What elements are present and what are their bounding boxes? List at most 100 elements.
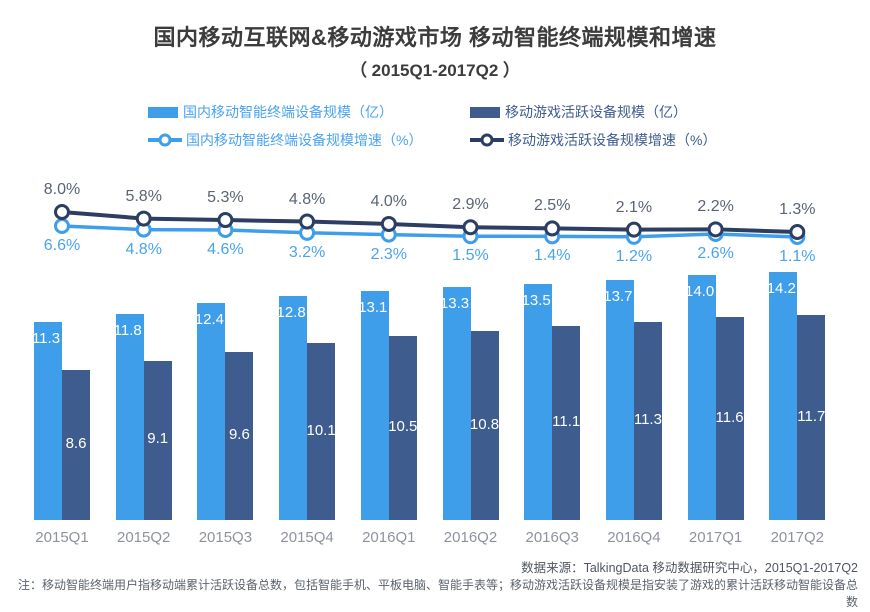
chart-title: 国内移动互联网&移动游戏市场 移动智能终端规模和增速 xyxy=(153,25,717,50)
x-axis-label-2017Q2: 2017Q2 xyxy=(770,529,824,546)
bar-value-terminal-2015Q3: 12.4 xyxy=(194,311,224,328)
pct-terminal-growth-2016Q3: 1.4% xyxy=(533,247,571,265)
bar-terminal-2016Q2 xyxy=(442,287,471,520)
marker-game-growth-icon xyxy=(544,220,561,237)
bar-game-2016Q1 xyxy=(388,336,417,520)
marker-game-growth-icon xyxy=(625,221,642,238)
bar-value-game-2016Q2: 10.8 xyxy=(469,415,500,433)
bar-value-game-2017Q2: 11.7 xyxy=(797,407,826,425)
bar-value-terminal-2015Q1: 11.3 xyxy=(31,330,61,348)
x-axis-label-2015Q4: 2015Q4 xyxy=(280,529,334,546)
bar-terminal-2017Q1 xyxy=(687,275,716,520)
pct-terminal-growth-2015Q2: 4.8% xyxy=(125,240,162,258)
bar-game-2015Q1 xyxy=(62,369,90,520)
bar-value-terminal-2015Q4: 12.8 xyxy=(276,304,306,321)
bar-terminal-2015Q3 xyxy=(197,303,226,520)
x-axis-label-2016Q3: 2016Q3 xyxy=(525,529,579,546)
marker-game-growth-icon xyxy=(462,219,479,236)
bar-game-2015Q2 xyxy=(143,360,172,520)
pct-game-growth-2016Q2: 2.9% xyxy=(452,196,489,214)
marker-game-growth-icon xyxy=(380,215,397,232)
marker-game-growth-icon xyxy=(299,213,316,230)
bar-value-terminal-2016Q4: 13.7 xyxy=(603,288,633,306)
bar-value-game-2015Q2: 9.1 xyxy=(147,430,169,448)
bar-value-terminal-2016Q3: 13.5 xyxy=(521,291,551,309)
x-axis-label-2015Q2: 2015Q2 xyxy=(116,529,171,546)
pct-terminal-growth-2015Q4: 3.2% xyxy=(288,243,326,261)
pct-terminal-growth-2016Q4: 1.2% xyxy=(615,247,653,265)
marker-game-growth-icon xyxy=(789,223,806,240)
bar-game-2016Q2 xyxy=(470,331,499,520)
marker-terminal-growth-icon xyxy=(54,218,70,234)
chart-subtitle: （ 2015Q1-2017Q2 ） xyxy=(349,61,521,80)
bar-game-2015Q3 xyxy=(225,352,254,520)
x-axis-label-2016Q2: 2016Q2 xyxy=(443,529,498,546)
bar-value-game-2015Q1: 8.6 xyxy=(65,434,87,452)
bar-value-game-2016Q4: 11.3 xyxy=(633,411,662,429)
bar-value-game-2017Q1: 11.6 xyxy=(715,408,744,426)
pct-game-growth-2016Q1: 4.0% xyxy=(370,192,408,210)
bar-game-2017Q1 xyxy=(715,317,744,520)
x-axis-label-2015Q1: 2015Q1 xyxy=(35,529,89,546)
pct-game-growth-2017Q1: 2.2% xyxy=(697,198,734,216)
marker-game-growth-icon xyxy=(707,221,724,238)
bar-game-2017Q2 xyxy=(797,315,826,520)
pct-terminal-growth-2016Q1: 2.3% xyxy=(370,245,408,263)
footnote-text: 注：移动智能终端用户指移动端累计活跃设备总数，包括智能手机、平板电脑、智能手表等… xyxy=(17,578,858,610)
bar-terminal-2015Q4 xyxy=(279,296,308,520)
legend-item-game-line: 移动游戏活跃设备规模增速（%） xyxy=(470,131,716,149)
bar-value-terminal-2016Q1: 13.1 xyxy=(358,298,388,316)
x-axis-label-2016Q4: 2016Q4 xyxy=(607,529,661,546)
bar-game-2016Q3 xyxy=(552,325,581,520)
legend-label: 移动游戏活跃设备规模增速（%） xyxy=(508,132,717,148)
pct-game-growth-2017Q2: 1.3% xyxy=(779,200,816,218)
legend-line-marker-light-icon xyxy=(148,133,182,147)
pct-game-growth-2015Q1: 8.0% xyxy=(43,181,81,198)
x-axis-label-2017Q1: 2017Q1 xyxy=(688,529,743,546)
bar-terminal-2015Q2 xyxy=(115,313,144,520)
bar-value-terminal-2015Q2: 11.8 xyxy=(113,321,142,339)
pct-game-growth-2015Q4: 4.8% xyxy=(288,190,326,208)
pct-game-growth-2016Q3: 2.5% xyxy=(533,197,571,215)
legend-item-terminal-line: 国内移动智能终端设备规模增速（%） xyxy=(148,131,422,149)
bar-value-game-2016Q3: 11.1 xyxy=(552,412,581,430)
legend-label: 国内移动智能终端设备规模增速（%） xyxy=(186,132,423,148)
bar-value-game-2015Q3: 9.6 xyxy=(228,426,250,443)
bar-terminal-2015Q1 xyxy=(34,322,62,520)
legend-swatch-dark-bar-icon xyxy=(470,106,500,118)
legend-item-game-bar: 移动游戏活跃设备规模（亿） xyxy=(470,103,687,121)
legend-item-terminal-bar: 国内移动智能终端设备规模（亿） xyxy=(148,103,393,121)
marker-game-growth-icon xyxy=(54,204,70,220)
pct-game-growth-2016Q4: 2.1% xyxy=(615,198,653,216)
bar-terminal-2016Q4 xyxy=(605,280,634,520)
pct-game-growth-2015Q3: 5.3% xyxy=(207,189,244,207)
data-source-text: 数据来源：TalkingData 移动数据研究中心，2015Q1-2017Q2 xyxy=(521,561,858,575)
legend-label: 国内移动智能终端设备规模（亿） xyxy=(183,104,393,120)
bar-terminal-2016Q1 xyxy=(360,290,389,520)
pct-terminal-growth-2016Q2: 1.5% xyxy=(452,247,489,265)
bar-terminal-2016Q3 xyxy=(524,283,553,520)
pct-terminal-growth-2015Q1: 6.6% xyxy=(43,237,81,254)
bar-value-terminal-2016Q2: 13.3 xyxy=(439,295,470,313)
bar-game-2016Q4 xyxy=(633,322,662,520)
legend-label: 移动游戏活跃设备规模（亿） xyxy=(505,104,687,120)
bar-value-game-2016Q1: 10.5 xyxy=(388,418,418,436)
pct-game-growth-2015Q2: 5.8% xyxy=(125,187,162,205)
bar-terminal-2017Q2 xyxy=(769,271,798,520)
marker-game-growth-icon xyxy=(217,212,234,229)
bar-value-terminal-2017Q2: 14.2 xyxy=(766,279,796,297)
pct-terminal-growth-2017Q1: 2.6% xyxy=(697,245,734,262)
bar-value-terminal-2017Q1: 14.0 xyxy=(684,283,715,300)
pct-terminal-growth-2017Q2: 1.1% xyxy=(779,248,816,265)
legend-line-marker-dark-icon xyxy=(470,133,504,147)
x-axis-label-2015Q3: 2015Q3 xyxy=(198,529,253,546)
bar-game-2015Q4 xyxy=(307,343,336,520)
marker-game-growth-icon xyxy=(135,210,152,227)
bar-value-game-2015Q4: 10.1 xyxy=(306,421,336,439)
legend-swatch-light-bar-icon xyxy=(148,106,178,118)
x-axis-label-2016Q1: 2016Q1 xyxy=(362,529,416,546)
pct-terminal-growth-2015Q3: 4.6% xyxy=(207,241,244,258)
